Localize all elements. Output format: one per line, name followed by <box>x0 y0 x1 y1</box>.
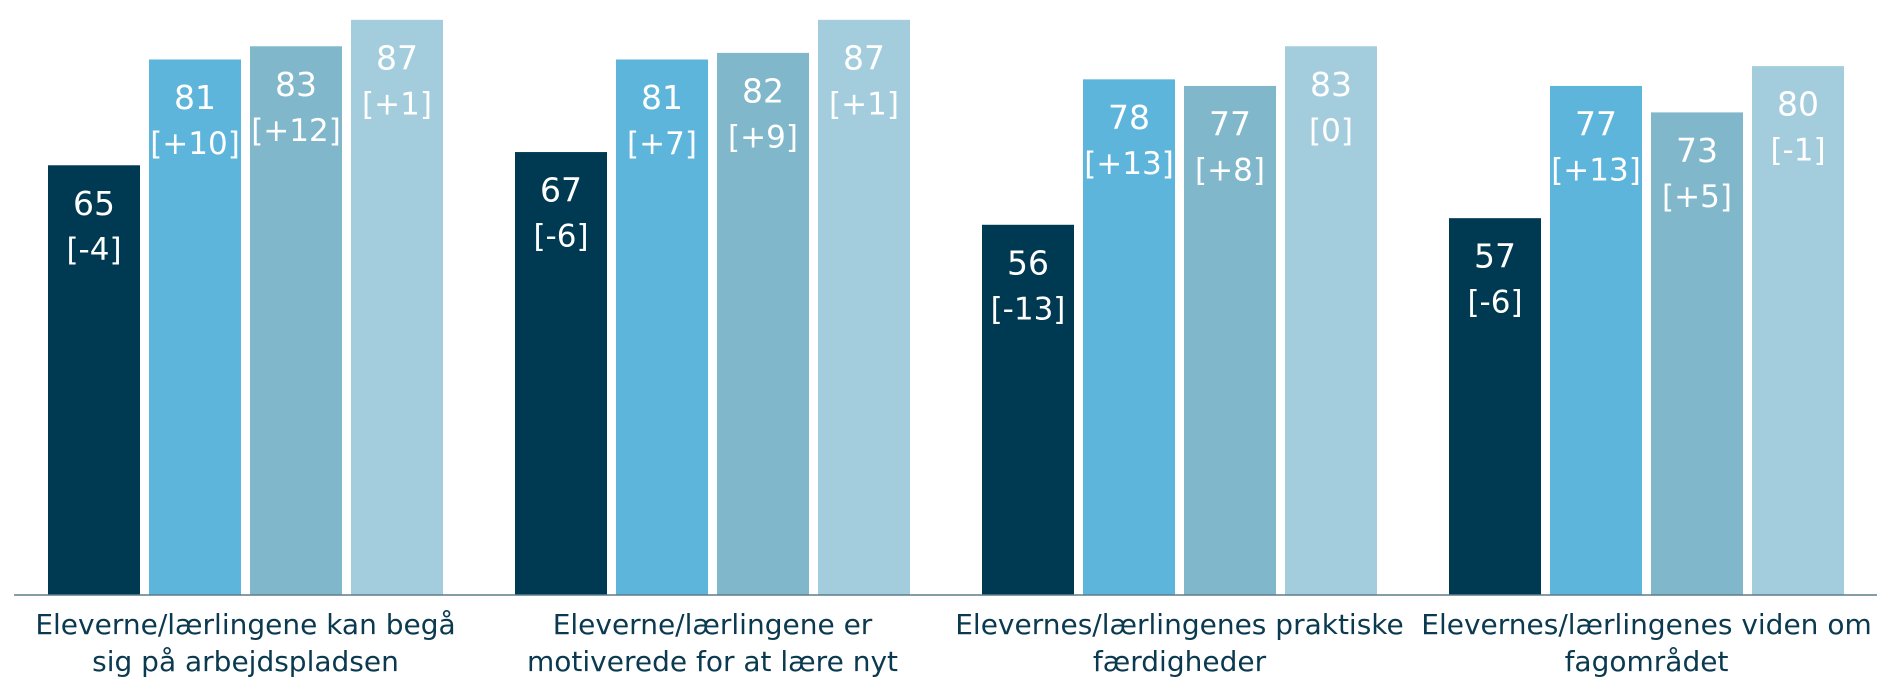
value-label: 82 <box>742 71 784 110</box>
value-label: 78 <box>1108 98 1150 137</box>
change-label: [-6] <box>1467 285 1522 321</box>
value-label: 87 <box>843 38 885 77</box>
bar <box>717 52 809 595</box>
bar <box>1083 79 1175 596</box>
change-label: [+7] <box>627 126 697 162</box>
x-tick-label: Eleverne/lærlingene kan begå sig på arbe… <box>35 608 456 678</box>
value-label: 80 <box>1777 85 1819 124</box>
change-label: [0] <box>1309 113 1353 149</box>
change-label: [-1] <box>1770 133 1825 169</box>
bar <box>818 19 910 596</box>
bar <box>1752 66 1844 596</box>
value-label: 83 <box>275 65 317 104</box>
change-label: [-6] <box>533 219 588 255</box>
value-label: 77 <box>1209 104 1251 143</box>
change-label: [-13] <box>991 291 1066 327</box>
bar <box>149 59 241 595</box>
bar <box>48 165 140 595</box>
change-label: [+10] <box>150 126 240 162</box>
bar <box>1550 85 1642 595</box>
value-label: 77 <box>1575 104 1617 143</box>
bar <box>982 224 1074 595</box>
change-label: [+13] <box>1084 146 1174 182</box>
change-label: [+1] <box>829 86 899 122</box>
value-label: 67 <box>540 171 582 210</box>
bar <box>1285 46 1377 596</box>
bar <box>1449 218 1541 595</box>
value-label: 87 <box>376 38 418 77</box>
x-tick-label: Elevernes/lærlingenes praktiske færdighe… <box>955 608 1404 678</box>
bar <box>1184 85 1276 595</box>
value-label: 73 <box>1676 131 1718 170</box>
change-label: [+1] <box>362 86 432 122</box>
bar <box>515 152 607 596</box>
bar <box>250 46 342 596</box>
value-label: 83 <box>1310 65 1352 104</box>
bar <box>1651 112 1743 595</box>
bar <box>616 59 708 595</box>
bar <box>351 19 443 596</box>
x-tick-label: Eleverne/lærlingene er motiverede for at… <box>526 608 898 678</box>
value-label: 81 <box>641 78 683 117</box>
value-label: 65 <box>73 184 115 223</box>
change-label: [+12] <box>251 113 341 149</box>
change-label: [+8] <box>1195 152 1265 188</box>
value-label: 57 <box>1474 237 1516 276</box>
change-label: [-4] <box>66 232 121 268</box>
x-tick-label: Elevernes/lærlingenes viden om fagområde… <box>1421 608 1872 678</box>
change-label: [+13] <box>1551 152 1641 188</box>
value-label: 81 <box>174 78 216 117</box>
change-label: [+5] <box>1662 179 1732 215</box>
change-label: [+9] <box>728 119 798 155</box>
value-label: 56 <box>1007 243 1049 282</box>
